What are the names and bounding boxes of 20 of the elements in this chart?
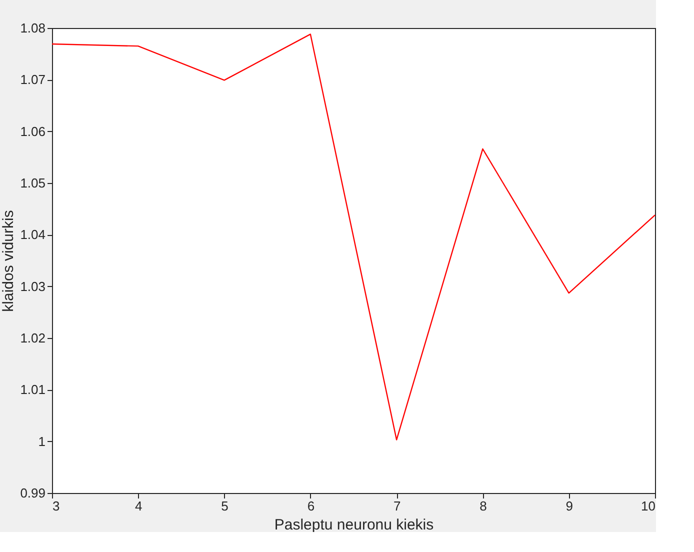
x-tick-label: 4 xyxy=(135,498,142,514)
x-tick-label: 3 xyxy=(52,498,60,514)
y-tick-label: 1.03 xyxy=(20,278,46,294)
y-tick-label: 1.07 xyxy=(20,72,46,88)
x-tick-label: 6 xyxy=(307,498,315,514)
y-axis-title: klaidos vidurkis xyxy=(0,210,18,312)
x-tick-label: 7 xyxy=(393,498,401,514)
y-tick-label: 1.02 xyxy=(20,330,46,346)
y-tick-label: 1.05 xyxy=(20,176,46,190)
y-tick-label: 1.04 xyxy=(20,227,46,242)
x-tick-label: 10 xyxy=(641,498,656,514)
x-tick-label: 9 xyxy=(566,498,573,514)
y-tick-label: 1.06 xyxy=(20,124,46,139)
x-tick-label: 5 xyxy=(221,498,228,514)
y-tick-label: 0.99 xyxy=(20,486,46,500)
y-tick-label: 1.08 xyxy=(20,20,46,36)
x-tick-label: 8 xyxy=(480,498,487,514)
line-series xyxy=(51,34,656,440)
y-tick-label: 1 xyxy=(38,434,46,449)
y-tick-label: 1.01 xyxy=(20,382,46,398)
